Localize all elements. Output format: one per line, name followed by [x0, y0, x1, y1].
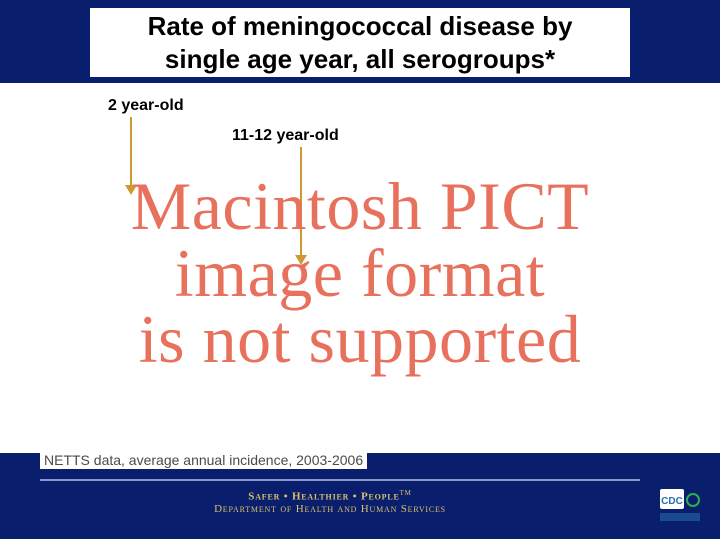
footer-divider	[40, 479, 640, 481]
footer-text: Safer • Healthier • PeopleTM Department …	[0, 489, 660, 515]
header-band: Rate of meningococcal disease by single …	[0, 0, 720, 83]
pict-error-text: Macintosh PICT image format is not suppo…	[0, 173, 720, 373]
footnote-band: NETTS data, average annual incidence, 20…	[0, 453, 720, 473]
footer-tm: TM	[400, 489, 412, 497]
error-line-3: is not supported	[139, 301, 581, 377]
error-line-2: image format	[175, 235, 545, 311]
footer-line-1: Safer • Healthier • People	[248, 491, 399, 503]
footer-line-2: Department of Health and Human Services	[214, 503, 446, 515]
svg-text:CDC: CDC	[661, 496, 683, 507]
age-label-2yo: 2 year-old	[108, 97, 184, 115]
chart-area: 2 year-old 11-12 year-old Macintosh PICT…	[0, 83, 720, 453]
cdc-logo-icon: CDC	[658, 485, 702, 525]
age-label-11-12yo: 11-12 year-old	[232, 127, 339, 145]
footnote-text: NETTS data, average annual incidence, 20…	[40, 451, 367, 469]
slide-title: Rate of meningococcal disease by single …	[90, 8, 630, 77]
title-line-1: Rate of meningococcal disease by	[148, 11, 573, 41]
footer: Safer • Healthier • PeopleTM Department …	[0, 473, 720, 539]
title-line-2: single age year, all serogroups*	[165, 44, 555, 74]
error-line-1: Macintosh PICT	[131, 168, 589, 244]
